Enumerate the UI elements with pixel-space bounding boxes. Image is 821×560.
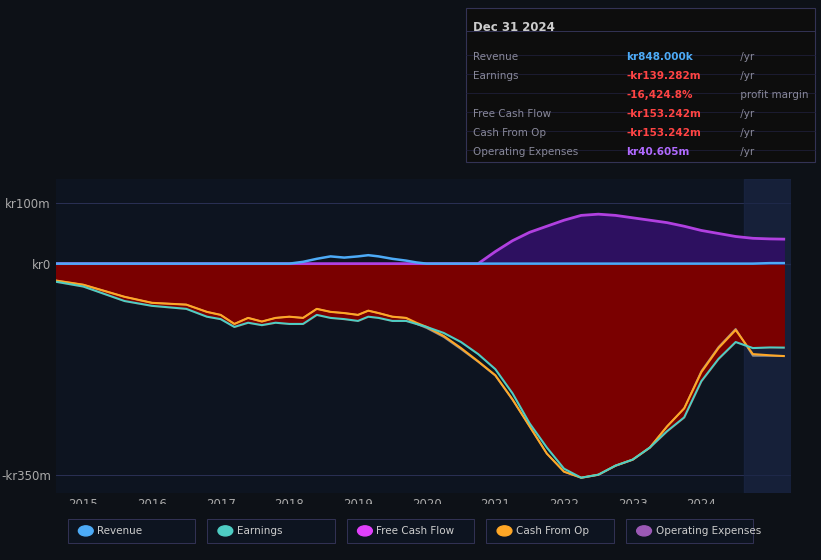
Text: /yr: /yr	[737, 52, 754, 62]
Text: kr40.605m: kr40.605m	[626, 147, 690, 157]
Text: kr848.000k: kr848.000k	[626, 52, 693, 62]
Text: Cash From Op: Cash From Op	[473, 128, 546, 138]
Bar	[744, 179, 791, 493]
Text: Revenue: Revenue	[473, 52, 518, 62]
Text: Operating Expenses: Operating Expenses	[473, 147, 578, 157]
Text: -kr139.282m: -kr139.282m	[626, 71, 701, 81]
Text: Earnings: Earnings	[237, 526, 282, 536]
Text: profit margin: profit margin	[737, 90, 809, 100]
Text: Cash From Op: Cash From Op	[516, 526, 589, 536]
Text: /yr: /yr	[737, 109, 754, 119]
Text: -16,424.8%: -16,424.8%	[626, 90, 693, 100]
Text: -kr153.242m: -kr153.242m	[626, 128, 701, 138]
Text: Revenue: Revenue	[98, 526, 142, 536]
Text: Free Cash Flow: Free Cash Flow	[376, 526, 455, 536]
Text: Earnings: Earnings	[473, 71, 518, 81]
Text: -kr153.242m: -kr153.242m	[626, 109, 701, 119]
Text: Dec 31 2024: Dec 31 2024	[473, 21, 555, 34]
Text: /yr: /yr	[737, 147, 754, 157]
Text: /yr: /yr	[737, 71, 754, 81]
Text: Operating Expenses: Operating Expenses	[656, 526, 761, 536]
Text: /yr: /yr	[737, 128, 754, 138]
Text: Free Cash Flow: Free Cash Flow	[473, 109, 551, 119]
